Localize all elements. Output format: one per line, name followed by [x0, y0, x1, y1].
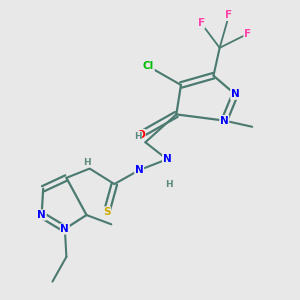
Text: N: N — [61, 224, 69, 234]
Text: N: N — [135, 165, 143, 175]
Text: O: O — [136, 130, 145, 140]
Text: N: N — [37, 210, 46, 220]
Text: H: H — [134, 132, 141, 141]
Text: F: F — [225, 10, 233, 20]
Text: N: N — [231, 89, 239, 99]
Text: H: H — [165, 180, 172, 189]
Text: S: S — [103, 207, 110, 217]
Text: N: N — [163, 154, 171, 164]
Text: F: F — [197, 18, 205, 28]
Text: H: H — [83, 158, 90, 167]
Text: Cl: Cl — [143, 61, 154, 71]
Text: N: N — [220, 116, 229, 126]
Text: F: F — [244, 29, 251, 39]
